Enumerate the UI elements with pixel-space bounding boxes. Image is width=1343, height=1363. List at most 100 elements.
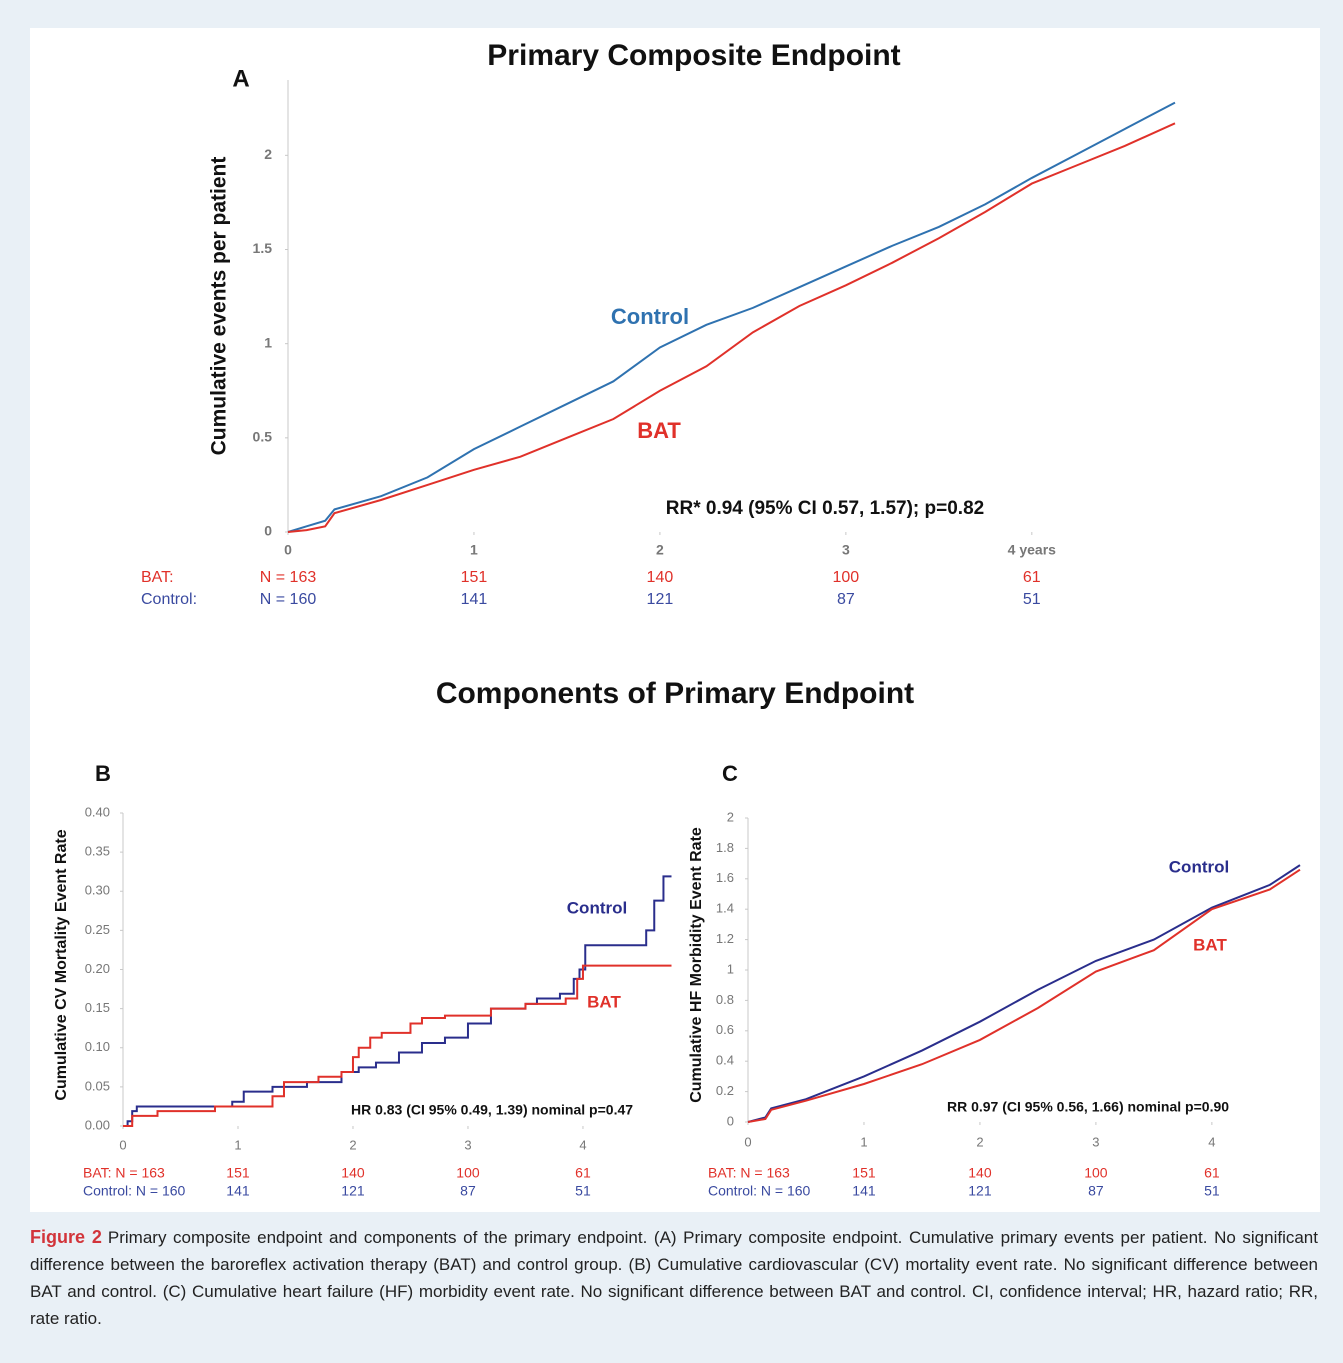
y-tick-label: 0.10 <box>85 1039 110 1054</box>
y-tick-label: 0.25 <box>85 922 110 937</box>
y-tick-label: 0.4 <box>716 1053 734 1068</box>
x-tick-label: 3 <box>842 542 850 558</box>
annotation: HR 0.83 (CI 95% 0.49, 1.39) nominal p=0.… <box>351 1102 633 1118</box>
x-tick-label: 0 <box>119 1137 126 1152</box>
y-tick-label: 2 <box>264 146 272 162</box>
risk-cell: 100 <box>1084 1165 1108 1181</box>
risk-cell: 87 <box>460 1183 476 1199</box>
risk-cell: 121 <box>968 1183 992 1199</box>
x-tick-label: 4 <box>579 1137 586 1152</box>
y-axis-label: Cumulative CV Mortality Event Rate <box>53 829 70 1100</box>
risk-cell: 100 <box>456 1165 480 1181</box>
y-tick-label: 0 <box>264 523 272 539</box>
y-tick-label: 0.6 <box>716 1022 734 1037</box>
y-tick-label: 0.15 <box>85 1000 110 1015</box>
annotation: RR 0.97 (CI 95% 0.56, 1.66) nominal p=0.… <box>947 1099 1229 1115</box>
series-line <box>123 964 672 1127</box>
x-tick-label: 2 <box>976 1134 983 1149</box>
y-tick-label: 0.40 <box>85 804 110 819</box>
risk-cell: 61 <box>575 1165 591 1181</box>
risk-row-label: Control: <box>141 591 197 608</box>
risk-cell: 151 <box>852 1165 876 1181</box>
series-label: BAT <box>1193 935 1227 954</box>
risk-cell: 100 <box>833 569 860 586</box>
risk-row-label: BAT: <box>141 569 174 586</box>
annotation: RR* 0.94 (95% CI 0.57, 1.57); p=0.82 <box>666 498 984 519</box>
risk-cell: 121 <box>647 591 674 608</box>
series-line <box>287 101 1176 533</box>
risk-cell: 61 <box>1023 569 1041 586</box>
risk-cell: 140 <box>968 1165 992 1181</box>
figure-label: Figure 2 <box>30 1227 102 1247</box>
y-tick-label: 0.5 <box>253 429 273 445</box>
x-tick-label: 2 <box>656 542 664 558</box>
panel-label: A <box>232 65 249 92</box>
risk-cell: 140 <box>647 569 674 586</box>
chart-title: Primary Composite Endpoint <box>487 39 900 72</box>
series-label: BAT <box>637 418 681 443</box>
series-label: Control <box>611 304 689 329</box>
y-tick-label: 1.2 <box>716 931 734 946</box>
y-tick-label: 1 <box>264 334 272 350</box>
series-line <box>287 122 1176 533</box>
risk-cell: 151 <box>461 569 488 586</box>
figure: Components of Primary Endpoint Primary C… <box>30 28 1320 1212</box>
risk-cell: 87 <box>1088 1183 1104 1199</box>
risk-row-label: BAT: N = 163 <box>708 1165 790 1181</box>
risk-cell: 51 <box>1023 591 1041 608</box>
y-tick-label: 0.00 <box>85 1117 110 1132</box>
y-tick-label: 0.8 <box>716 992 734 1007</box>
risk-cell: 87 <box>837 591 855 608</box>
risk-cell: 151 <box>226 1165 250 1181</box>
x-tick-label: 3 <box>464 1137 471 1152</box>
panel-label: B <box>95 761 111 786</box>
y-tick-label: 1.5 <box>253 240 273 256</box>
risk-row-label: Control: N = 160 <box>83 1183 186 1199</box>
x-tick-label: 2 <box>349 1137 356 1152</box>
y-tick-label: 0.2 <box>716 1083 734 1098</box>
y-axis-label: Cumulative HF Morbidity Event Rate <box>688 827 705 1103</box>
x-tick-label: 0 <box>284 542 292 558</box>
x-tick-label: 1 <box>234 1137 241 1152</box>
y-tick-label: 1.6 <box>716 870 734 885</box>
y-tick-label: 2 <box>727 809 734 824</box>
y-axis-label: Cumulative events per patient <box>208 157 231 456</box>
panel-background <box>30 28 1320 1212</box>
caption: Figure 2 Primary composite endpoint and c… <box>30 1224 1318 1332</box>
series-label: Control <box>1169 857 1229 876</box>
series-line <box>747 868 1301 1123</box>
x-tick-label: 4 <box>1208 1134 1215 1149</box>
y-tick-label: 0.05 <box>85 1078 110 1093</box>
series-label: Control <box>567 898 627 917</box>
x-tick-label: 3 <box>1092 1134 1099 1149</box>
x-tick-label: 1 <box>860 1134 867 1149</box>
section-title: Components of Primary Endpoint <box>436 677 914 710</box>
y-tick-label: 0.35 <box>85 844 110 859</box>
risk-cell: 51 <box>1204 1183 1220 1199</box>
y-tick-label: 0 <box>727 1113 734 1128</box>
y-tick-label: 1.4 <box>716 901 734 916</box>
risk-cell: 141 <box>852 1183 876 1199</box>
panel-label: C <box>722 761 738 786</box>
risk-cell: N = 160 <box>260 591 317 608</box>
x-tick-label: 4 years <box>1008 542 1056 558</box>
risk-cell: 51 <box>575 1183 591 1199</box>
x-tick-label: 1 <box>470 542 478 558</box>
risk-cell: N = 163 <box>260 569 317 586</box>
y-tick-label: 0.30 <box>85 883 110 898</box>
y-tick-label: 1.8 <box>716 840 734 855</box>
y-tick-label: 1 <box>727 961 734 976</box>
caption-text: Primary composite endpoint and component… <box>30 1228 1318 1328</box>
risk-cell: 141 <box>461 591 488 608</box>
series-label: BAT <box>587 992 621 1011</box>
risk-row-label: Control: N = 160 <box>708 1183 811 1199</box>
risk-row-label: BAT: N = 163 <box>83 1165 165 1181</box>
risk-cell: 140 <box>341 1165 365 1181</box>
series-line <box>123 875 672 1127</box>
y-tick-label: 0.20 <box>85 961 110 976</box>
series-line <box>747 864 1301 1123</box>
risk-cell: 141 <box>226 1183 250 1199</box>
risk-cell: 121 <box>341 1183 365 1199</box>
x-tick-label: 0 <box>744 1134 751 1149</box>
